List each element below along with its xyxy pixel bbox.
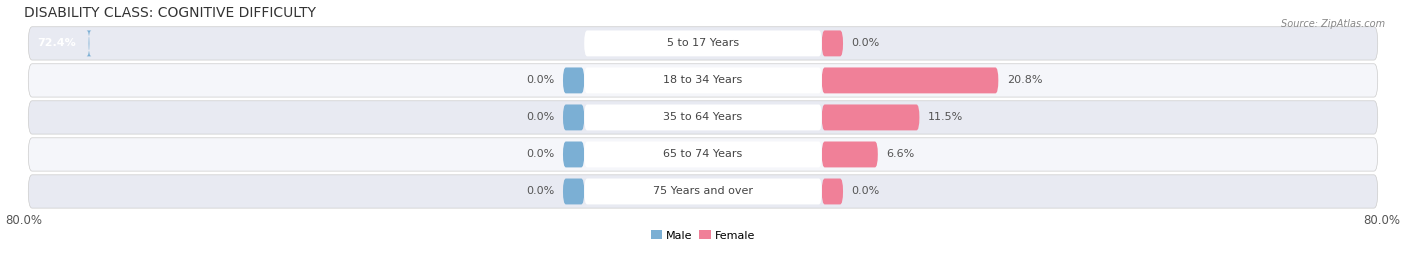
Text: 72.4%: 72.4% xyxy=(37,38,76,48)
Text: 11.5%: 11.5% xyxy=(928,112,963,122)
FancyBboxPatch shape xyxy=(583,30,823,56)
FancyBboxPatch shape xyxy=(28,64,1378,97)
Text: 0.0%: 0.0% xyxy=(526,150,554,160)
Text: DISABILITY CLASS: COGNITIVE DIFFICULTY: DISABILITY CLASS: COGNITIVE DIFFICULTY xyxy=(24,6,316,20)
FancyBboxPatch shape xyxy=(562,179,583,204)
Text: 6.6%: 6.6% xyxy=(886,150,914,160)
FancyBboxPatch shape xyxy=(583,68,823,93)
Text: 20.8%: 20.8% xyxy=(1007,75,1042,86)
Text: 0.0%: 0.0% xyxy=(852,38,880,48)
FancyBboxPatch shape xyxy=(583,104,823,130)
Text: 65 to 74 Years: 65 to 74 Years xyxy=(664,150,742,160)
FancyBboxPatch shape xyxy=(28,101,1378,134)
FancyBboxPatch shape xyxy=(562,141,583,167)
FancyBboxPatch shape xyxy=(823,179,844,204)
Legend: Male, Female: Male, Female xyxy=(647,226,759,245)
Text: 0.0%: 0.0% xyxy=(526,75,554,86)
FancyBboxPatch shape xyxy=(28,138,1378,171)
FancyBboxPatch shape xyxy=(823,68,998,93)
FancyBboxPatch shape xyxy=(28,27,1378,60)
FancyBboxPatch shape xyxy=(583,141,823,167)
FancyBboxPatch shape xyxy=(823,104,920,130)
FancyBboxPatch shape xyxy=(562,68,583,93)
Text: 0.0%: 0.0% xyxy=(526,112,554,122)
FancyBboxPatch shape xyxy=(823,141,877,167)
Text: Source: ZipAtlas.com: Source: ZipAtlas.com xyxy=(1281,19,1385,29)
Text: 35 to 64 Years: 35 to 64 Years xyxy=(664,112,742,122)
FancyBboxPatch shape xyxy=(562,104,583,130)
Text: 0.0%: 0.0% xyxy=(526,186,554,196)
Text: 75 Years and over: 75 Years and over xyxy=(652,186,754,196)
Text: 5 to 17 Years: 5 to 17 Years xyxy=(666,38,740,48)
FancyBboxPatch shape xyxy=(823,30,844,56)
Text: 18 to 34 Years: 18 to 34 Years xyxy=(664,75,742,86)
FancyBboxPatch shape xyxy=(28,175,1378,208)
FancyBboxPatch shape xyxy=(583,179,823,204)
FancyBboxPatch shape xyxy=(86,30,91,56)
Text: 0.0%: 0.0% xyxy=(852,186,880,196)
